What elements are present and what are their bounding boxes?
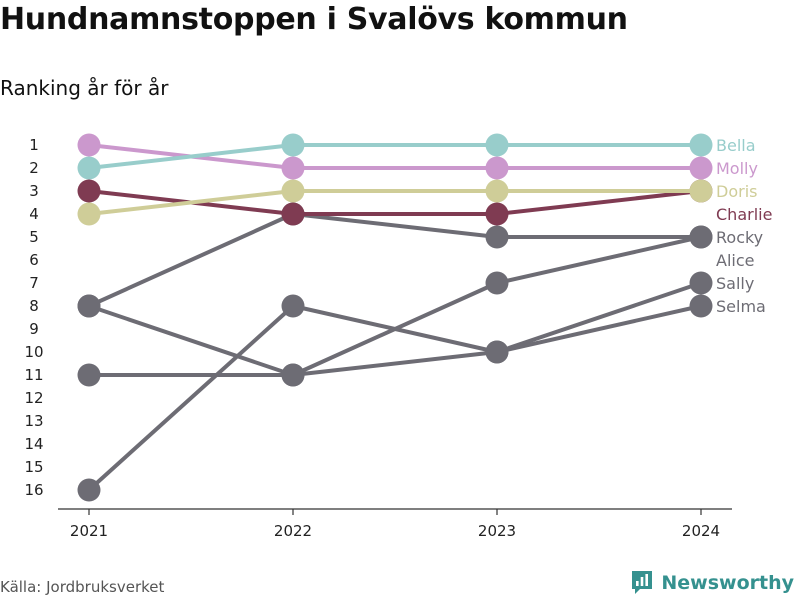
y-tick-label: 14: [24, 435, 43, 453]
y-tick-label: 11: [24, 366, 43, 384]
series-label-charlie: Charlie: [716, 205, 772, 224]
x-tick-label: 2022: [274, 522, 312, 540]
series-label-rocky: Rocky: [716, 228, 763, 247]
series-label-sally: Sally: [716, 274, 754, 293]
brand-name: Newsworthy: [661, 572, 794, 594]
point-molly: [485, 156, 509, 180]
point-alice: [281, 363, 305, 387]
y-tick-label: 6: [29, 251, 39, 269]
point-molly: [689, 156, 713, 180]
point-molly: [281, 156, 305, 180]
chart-subtitle: Ranking år för år: [0, 76, 169, 100]
point-bella: [77, 156, 101, 180]
series-line-selma: [87, 304, 703, 377]
newsworthy-logo[interactable]: Newsworthy: [631, 570, 794, 596]
series-label-bella: Bella: [716, 136, 756, 155]
series-line-doris: [87, 189, 703, 216]
y-tick-label: 5: [29, 228, 39, 246]
series-line-rocky: [87, 212, 703, 308]
y-tick-label: 10: [24, 343, 43, 361]
point-sally: [485, 340, 509, 364]
y-tick-label: 13: [24, 412, 43, 430]
point-rocky: [485, 225, 509, 249]
y-tick-label: 8: [29, 297, 39, 315]
point-bella: [689, 133, 713, 157]
point-doris: [77, 202, 101, 226]
y-tick-label: 7: [29, 274, 39, 292]
source-note: Källa: Jordbruksverket: [0, 578, 165, 596]
point-charlie: [485, 202, 509, 226]
series-label-molly: Molly: [716, 159, 758, 178]
y-tick-label: 12: [24, 389, 43, 407]
x-tick-label: 2024: [682, 522, 720, 540]
y-tick-label: 3: [29, 182, 39, 200]
point-bella: [281, 133, 305, 157]
point-alice: [485, 271, 509, 295]
point-sally: [689, 271, 713, 295]
y-tick-label: 4: [29, 205, 39, 223]
point-doris: [485, 179, 509, 203]
x-tick-label: 2023: [478, 522, 516, 540]
point-doris: [281, 179, 305, 203]
point-sally: [77, 478, 101, 502]
point-selma: [689, 294, 713, 318]
point-charlie: [77, 179, 101, 203]
series-label-selma: Selma: [716, 297, 766, 316]
point-doris: [689, 179, 713, 203]
series-line-bella: [87, 143, 703, 170]
point-molly: [77, 133, 101, 157]
newsworthy-logo-icon: [632, 571, 653, 594]
point-selma: [77, 363, 101, 387]
y-tick-label: 16: [24, 481, 43, 499]
chart-title: Hundnamnstoppen i Svalövs kommun: [0, 2, 628, 37]
y-tick-label: 15: [24, 458, 43, 476]
y-tick-label: 2: [29, 159, 39, 177]
series-line-sally: [87, 281, 703, 492]
series-label-doris: Doris: [716, 182, 757, 201]
series-label-alice: Alice: [716, 251, 754, 270]
series-line-alice: [87, 235, 703, 377]
y-tick-label: 9: [29, 320, 39, 338]
point-sally: [281, 294, 305, 318]
y-tick-label: 1: [29, 136, 39, 154]
x-tick-label: 2021: [70, 522, 108, 540]
point-rocky: [77, 294, 101, 318]
point-bella: [485, 133, 509, 157]
point-rocky: [689, 225, 713, 249]
point-charlie: [281, 202, 305, 226]
